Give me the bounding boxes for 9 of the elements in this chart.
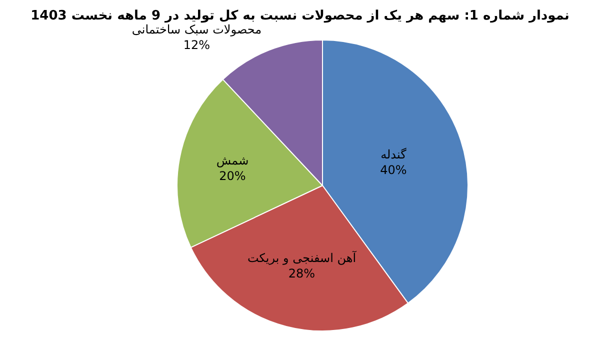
slice-label: آهن اسفنجی و بریکت [247, 250, 357, 265]
data-label: 28% [288, 266, 316, 280]
slice-label: گندله [380, 148, 407, 162]
data-label: 20% [219, 169, 246, 184]
data-label: 40% [380, 163, 407, 178]
slice-label: شمش [216, 154, 249, 168]
data-label: 12% [183, 38, 210, 52]
chart-title: نمودار شماره 1: سهم هر یک از محصولات نسبت به کل تولید در 9 ماهه نخست 1403 [30, 8, 570, 24]
slice-label: محصولات سبک ساختمانی [132, 22, 262, 37]
